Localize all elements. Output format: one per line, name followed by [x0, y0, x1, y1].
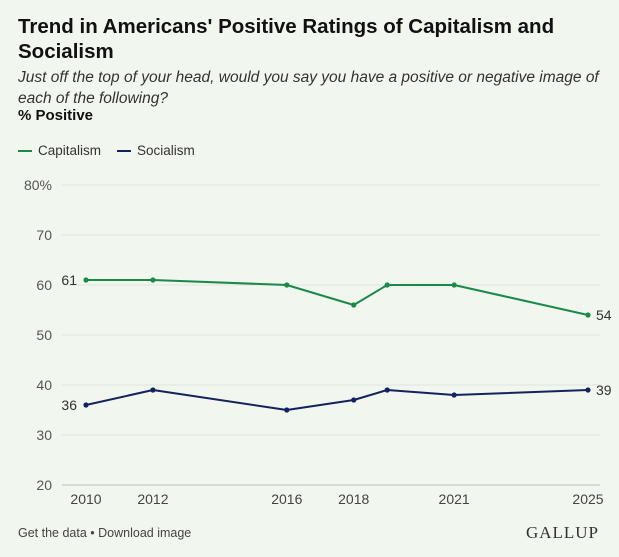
data-point-capitalism [351, 302, 357, 308]
series-line-socialism [85, 389, 589, 411]
data-point-capitalism [585, 312, 591, 318]
x-tick-label: 2016 [271, 491, 302, 507]
y-tick-label: 20 [36, 477, 52, 493]
data-point-socialism [451, 392, 457, 398]
data-point-socialism [351, 397, 357, 403]
data-label-socialism-last: 39 [596, 382, 612, 398]
download-image-link[interactable]: Download image [98, 526, 192, 540]
legend-swatch-socialism [117, 149, 132, 152]
x-tick-label: 2025 [572, 491, 603, 507]
chart-title: Trend in Americans' Positive Ratings of … [18, 15, 555, 63]
data-point-capitalism [284, 282, 290, 288]
get-data-link[interactable]: Get the data [18, 526, 87, 540]
legend-label-capitalism: Capitalism [38, 143, 102, 158]
data-point-capitalism [83, 277, 89, 283]
gallup-logo: GALLUP [525, 523, 599, 542]
y-tick-label: 40 [36, 377, 52, 393]
y-tick-label: 70 [36, 227, 52, 243]
data-point-socialism [150, 387, 156, 393]
x-tick-label: 2018 [338, 491, 369, 507]
legend-label-socialism: Socialism [137, 143, 195, 158]
data-point-socialism [284, 407, 290, 413]
unit-label: % Positive [18, 107, 94, 124]
legend-item-socialism[interactable]: Socialism [117, 143, 195, 158]
y-tick-label: 30 [36, 427, 52, 443]
y-tick-label: 50 [36, 327, 52, 343]
y-tick-label: 60 [36, 277, 52, 293]
footer-links: Get the data • Download image [18, 526, 191, 540]
data-point-capitalism [451, 282, 457, 288]
data-label-capitalism-last: 54 [596, 307, 612, 323]
x-tick-label: 2021 [439, 491, 470, 507]
legend-swatch-capitalism [18, 149, 32, 152]
data-label-capitalism-first: 61 [61, 272, 77, 288]
data-label-socialism-first: 36 [61, 397, 77, 413]
y-tick-label: 80% [24, 177, 52, 193]
x-tick-label: 2010 [70, 491, 101, 507]
data-point-socialism [384, 387, 390, 393]
x-tick-label: 2012 [137, 491, 168, 507]
footer-separator: • [86, 526, 99, 540]
data-point-socialism [83, 402, 89, 408]
data-point-capitalism [384, 282, 390, 288]
data-point-capitalism [150, 277, 156, 283]
chart-subtitle: Just off the top of your head, would you… [18, 69, 599, 107]
data-point-socialism [585, 387, 591, 393]
legend-item-capitalism[interactable]: Capitalism [18, 143, 101, 158]
legend: Capitalism Socialism [18, 143, 211, 158]
